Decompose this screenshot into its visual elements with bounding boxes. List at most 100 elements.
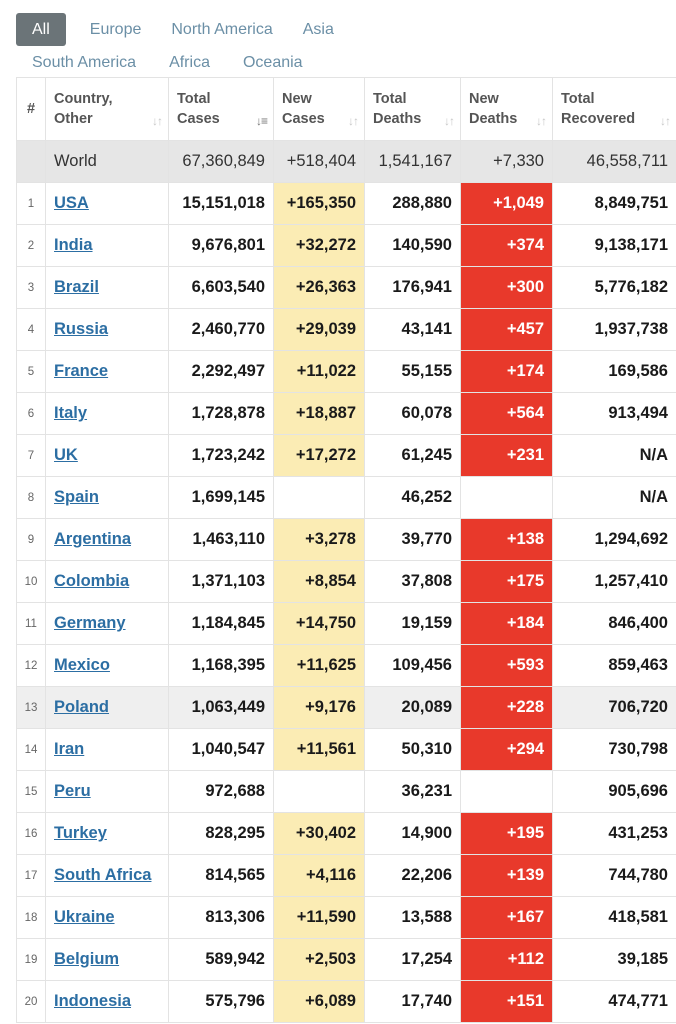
column-header-new-deaths[interactable]: New Deaths ↓↑: [460, 77, 553, 141]
new-cases-cell: +518,404: [273, 140, 365, 183]
tab-south-america[interactable]: South America: [32, 53, 137, 71]
country-link[interactable]: Colombia: [54, 572, 130, 590]
country-link[interactable]: Argentina: [54, 530, 132, 548]
tab-north-america[interactable]: North America: [171, 21, 273, 38]
total-deaths-cell: 20,089: [364, 686, 461, 729]
new-deaths-cell: [460, 476, 553, 519]
column-header-label: Other: [54, 111, 93, 127]
sort-arrows-icon[interactable]: ↓↑: [660, 114, 671, 128]
total-cases-cell: 67,360,849: [168, 140, 274, 183]
country-link[interactable]: France: [54, 362, 109, 380]
total-recovered-cell: 1,937,738: [552, 308, 676, 351]
column-header-label: Country,: [54, 91, 113, 107]
column-header-rank-label: #: [26, 101, 36, 117]
tab-oceania[interactable]: Oceania: [242, 53, 303, 71]
country-link[interactable]: Russia: [54, 320, 109, 338]
new-cases-cell: +17,272: [273, 434, 365, 477]
country-link[interactable]: Iran: [54, 740, 85, 758]
country-link[interactable]: Poland: [54, 698, 110, 716]
tab-africa[interactable]: Africa: [169, 53, 210, 71]
table-body: World 67,360,849 +518,404 1,541,167 +7,3…: [16, 140, 676, 1023]
table-row: 18 Ukraine 813,306 +11,590 13,588 +167 418,581: [16, 896, 676, 939]
sort-arrows-icon[interactable]: ↓↑: [444, 114, 455, 128]
total-recovered-cell: 706,720: [552, 686, 676, 729]
new-deaths-cell: +7,330: [460, 140, 553, 183]
column-header-country[interactable]: Country, Other ↓↑: [45, 77, 169, 141]
table-row: 16 Turkey 828,295 +30,402 14,900 +195 431,253: [16, 812, 676, 855]
column-header-rank[interactable]: #: [16, 77, 46, 141]
tab-asia[interactable]: Asia: [302, 21, 334, 38]
new-deaths-cell: +457: [460, 308, 553, 351]
country-link[interactable]: Ukraine: [54, 908, 115, 926]
column-header-label: Deaths: [469, 111, 518, 127]
new-deaths-cell: +564: [460, 392, 553, 435]
total-deaths-cell: 60,078: [364, 392, 461, 435]
sort-arrows-icon[interactable]: ↓↑: [348, 114, 359, 128]
country-cell: India: [45, 224, 169, 267]
rank-cell: 16: [16, 812, 46, 855]
new-cases-cell: +8,854: [273, 560, 365, 603]
total-cases-cell: 1,728,878: [168, 392, 274, 435]
column-header-total-cases[interactable]: Total Cases ↓≡: [168, 77, 274, 141]
rank-cell: 7: [16, 434, 46, 477]
table-row: 6 Italy 1,728,878 +18,887 60,078 +564 913,494: [16, 392, 676, 435]
total-cases-cell: 1,723,242: [168, 434, 274, 477]
new-deaths-cell: +1,049: [460, 182, 553, 225]
new-cases-cell: [273, 770, 365, 813]
total-cases-cell: 2,292,497: [168, 350, 274, 393]
country-link[interactable]: India: [54, 236, 93, 254]
new-cases-cell: +11,590: [273, 896, 365, 939]
country-link[interactable]: USA: [54, 194, 89, 212]
total-recovered-cell: 169,586: [552, 350, 676, 393]
column-header-total-recovered[interactable]: Total Recovered ↓↑: [552, 77, 676, 141]
country-link[interactable]: South Africa: [54, 866, 152, 884]
tab-all[interactable]: All: [16, 13, 66, 46]
total-deaths-cell: 109,456: [364, 644, 461, 687]
country-link[interactable]: UK: [54, 446, 78, 464]
country-link[interactable]: Peru: [54, 782, 91, 800]
total-recovered-cell: 8,849,751: [552, 182, 676, 225]
total-recovered-cell: 730,798: [552, 728, 676, 771]
column-header-total-deaths[interactable]: Total Deaths ↓↑: [364, 77, 461, 141]
column-header-new-cases[interactable]: New Cases ↓↑: [273, 77, 365, 141]
total-recovered-cell: 1,294,692: [552, 518, 676, 561]
new-cases-cell: [273, 476, 365, 519]
table-row: 2 India 9,676,801 +32,272 140,590 +374 9,138,1…: [16, 224, 676, 267]
country-link[interactable]: Turkey: [54, 824, 107, 842]
country-link[interactable]: Mexico: [54, 656, 110, 674]
new-cases-cell: +9,176: [273, 686, 365, 729]
column-header-label: New: [282, 91, 312, 107]
sort-arrows-icon[interactable]: ↓↑: [152, 114, 163, 128]
new-cases-cell: +26,363: [273, 266, 365, 309]
new-deaths-cell: +174: [460, 350, 553, 393]
new-deaths-cell: +138: [460, 518, 553, 561]
new-deaths-cell: +294: [460, 728, 553, 771]
total-deaths-cell: 14,900: [364, 812, 461, 855]
total-cases-cell: 1,184,845: [168, 602, 274, 645]
new-cases-cell: +11,561: [273, 728, 365, 771]
new-cases-cell: +30,402: [273, 812, 365, 855]
country-link[interactable]: Belgium: [54, 950, 120, 968]
rank-cell: 9: [16, 518, 46, 561]
country-cell: USA: [45, 182, 169, 225]
total-recovered-cell: 1,257,410: [552, 560, 676, 603]
tab-europe[interactable]: Europe: [89, 21, 142, 38]
country-link[interactable]: Spain: [54, 488, 99, 506]
column-header-label: Deaths: [373, 111, 422, 127]
sort-arrows-icon[interactable]: ↓↑: [536, 114, 547, 128]
country-link[interactable]: Italy: [54, 404, 88, 422]
country-link[interactable]: Indonesia: [54, 992, 132, 1010]
world-total-row: World 67,360,849 +518,404 1,541,167 +7,3…: [16, 140, 676, 183]
country-link[interactable]: Brazil: [54, 278, 99, 296]
sort-descending-icon[interactable]: ↓≡: [255, 114, 268, 128]
total-deaths-cell: 1,541,167: [364, 140, 461, 183]
country-link[interactable]: Germany: [54, 614, 126, 632]
total-deaths-cell: 50,310: [364, 728, 461, 771]
table-row: 9 Argentina 1,463,110 +3,278 39,770 +138 1,294…: [16, 518, 676, 561]
total-recovered-cell: 39,185: [552, 938, 676, 981]
total-recovered-cell: 859,463: [552, 644, 676, 687]
rank-cell: 13: [16, 686, 46, 729]
table-header-row: # Country, Other ↓↑ Total Cases ↓≡ New C…: [16, 77, 676, 141]
total-recovered-cell: 9,138,171: [552, 224, 676, 267]
rank-cell: 4: [16, 308, 46, 351]
